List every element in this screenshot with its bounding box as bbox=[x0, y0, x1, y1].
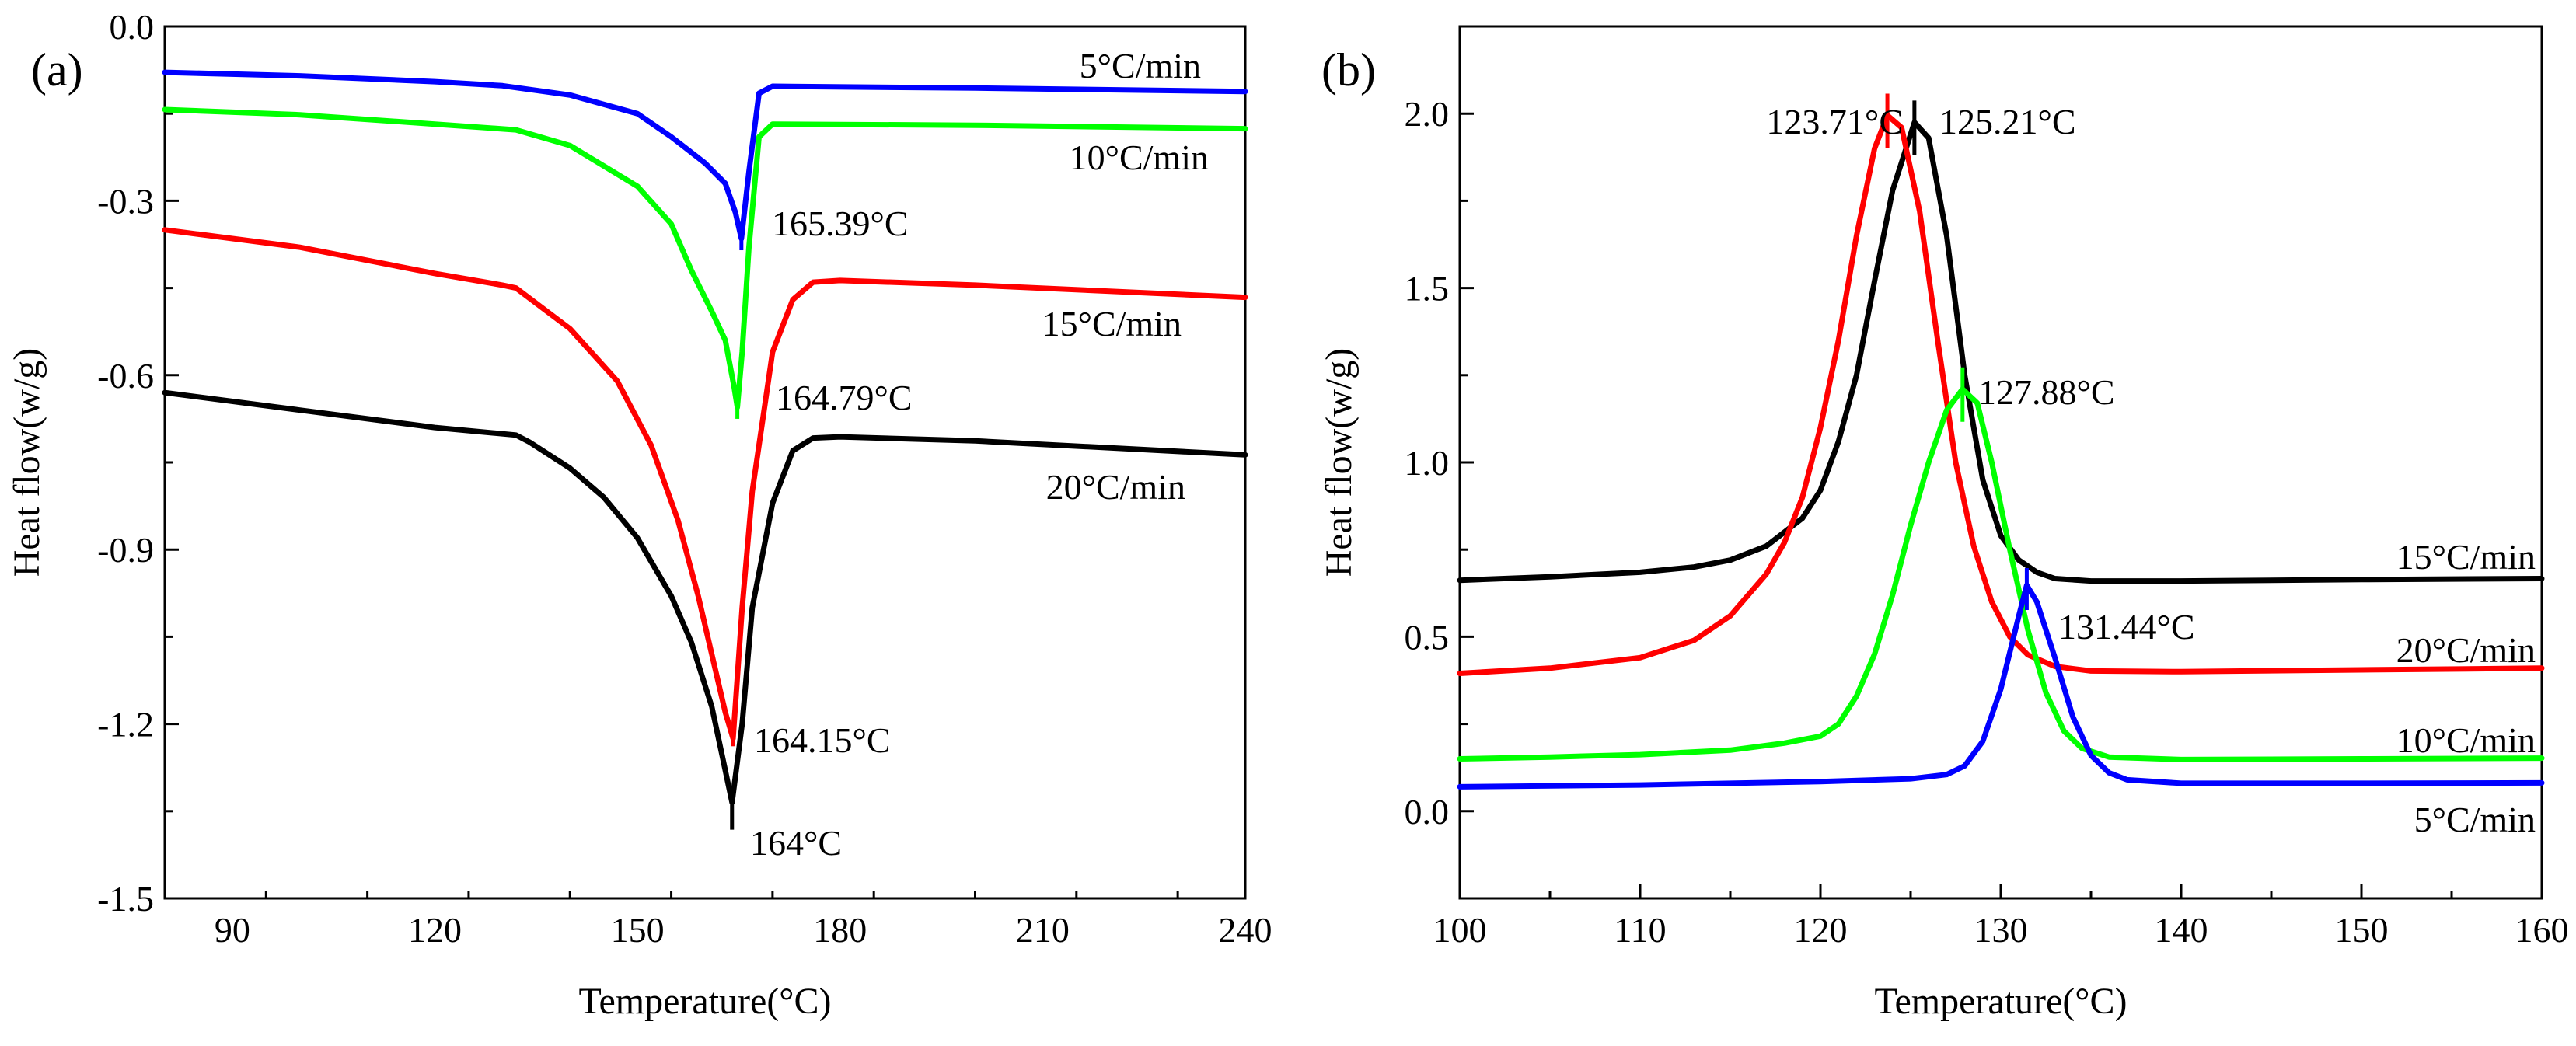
peak-annotation: 164.15°C bbox=[754, 720, 891, 760]
series-label: 5°C/min bbox=[2414, 800, 2536, 839]
x-tick-label: 210 bbox=[1016, 910, 1070, 950]
y-tick-label: -0.9 bbox=[97, 530, 154, 570]
series-line bbox=[162, 106, 1248, 410]
series-line bbox=[162, 389, 1248, 806]
x-tick-label: 140 bbox=[2155, 910, 2208, 950]
panel-a-chart: 90 120 150 180 210 240 0.0 -0.3 -0.6 -0.9 -1.2 -1.5… bbox=[6, 7, 1272, 1022]
peak-annotation: 125.21°C bbox=[1939, 102, 2076, 141]
y-tick-label: 0.0 bbox=[1405, 792, 1450, 832]
series-label: 10°C/min bbox=[1070, 138, 1209, 177]
y-tick-label: -1.2 bbox=[97, 705, 154, 744]
panel-b-chart: 100 110 120 130 140 150 160 0.0 0.5 1.0 1.5 2.0 Temp… bbox=[1318, 25, 2569, 1022]
y-tick-label: 1.0 bbox=[1405, 443, 1450, 483]
series-label: 10°C/min bbox=[2396, 720, 2536, 760]
y-tick-label: 0.5 bbox=[1405, 617, 1450, 657]
y-tick-label: 2.0 bbox=[1405, 94, 1450, 134]
panel-label: (b) bbox=[1321, 44, 1376, 96]
y-tick-label: 0.0 bbox=[110, 7, 155, 47]
series-line bbox=[162, 227, 1248, 741]
series-label: 20°C/min bbox=[1046, 467, 1185, 507]
x-tick-label: 90 bbox=[215, 910, 250, 950]
x-axis-title: Temperature(°C) bbox=[1874, 981, 2127, 1022]
x-tick-label: 160 bbox=[2515, 910, 2569, 950]
peak-annotation: 127.88°C bbox=[1978, 372, 2115, 412]
x-tick-label: 100 bbox=[1433, 910, 1487, 950]
x-tick-label: 150 bbox=[2335, 910, 2389, 950]
x-tick-label: 120 bbox=[408, 910, 462, 950]
peak-annotation: 164.79°C bbox=[776, 378, 913, 417]
peak-annotation: 131.44°C bbox=[2058, 607, 2195, 647]
x-tick-label: 150 bbox=[611, 910, 665, 950]
series-label: 15°C/min bbox=[2396, 537, 2536, 577]
series-line bbox=[1457, 112, 2545, 676]
x-tick-label: 130 bbox=[1974, 910, 2028, 950]
y-tick-label: -1.5 bbox=[97, 879, 154, 919]
peak-annotation: 165.39°C bbox=[772, 204, 909, 243]
series-line bbox=[1457, 386, 2545, 762]
x-axis-title: Temperature(°C) bbox=[578, 981, 831, 1022]
x-tick-label: 240 bbox=[1219, 910, 1272, 950]
series-label: 5°C/min bbox=[1080, 46, 1201, 85]
plot-frame bbox=[1458, 25, 2543, 900]
y-tick-label: 1.5 bbox=[1405, 269, 1450, 309]
x-tick-label: 120 bbox=[1794, 910, 1848, 950]
series-label: 20°C/min bbox=[2396, 630, 2536, 670]
series-line bbox=[162, 69, 1248, 242]
y-tick-label: -0.3 bbox=[97, 181, 154, 221]
y-tick-label: -0.6 bbox=[97, 356, 154, 396]
peak-annotation: 123.71°C bbox=[1766, 102, 1903, 141]
y-axis-title: Heat flow(w/g) bbox=[6, 348, 47, 577]
peak-annotation: 164°C bbox=[750, 823, 842, 863]
panel-label: (a) bbox=[31, 44, 83, 96]
y-axis-title: Heat flow(w/g) bbox=[1318, 348, 1360, 577]
x-tick-label: 110 bbox=[1614, 910, 1666, 950]
x-tick-label: 180 bbox=[813, 910, 867, 950]
series-label: 15°C/min bbox=[1042, 304, 1182, 343]
